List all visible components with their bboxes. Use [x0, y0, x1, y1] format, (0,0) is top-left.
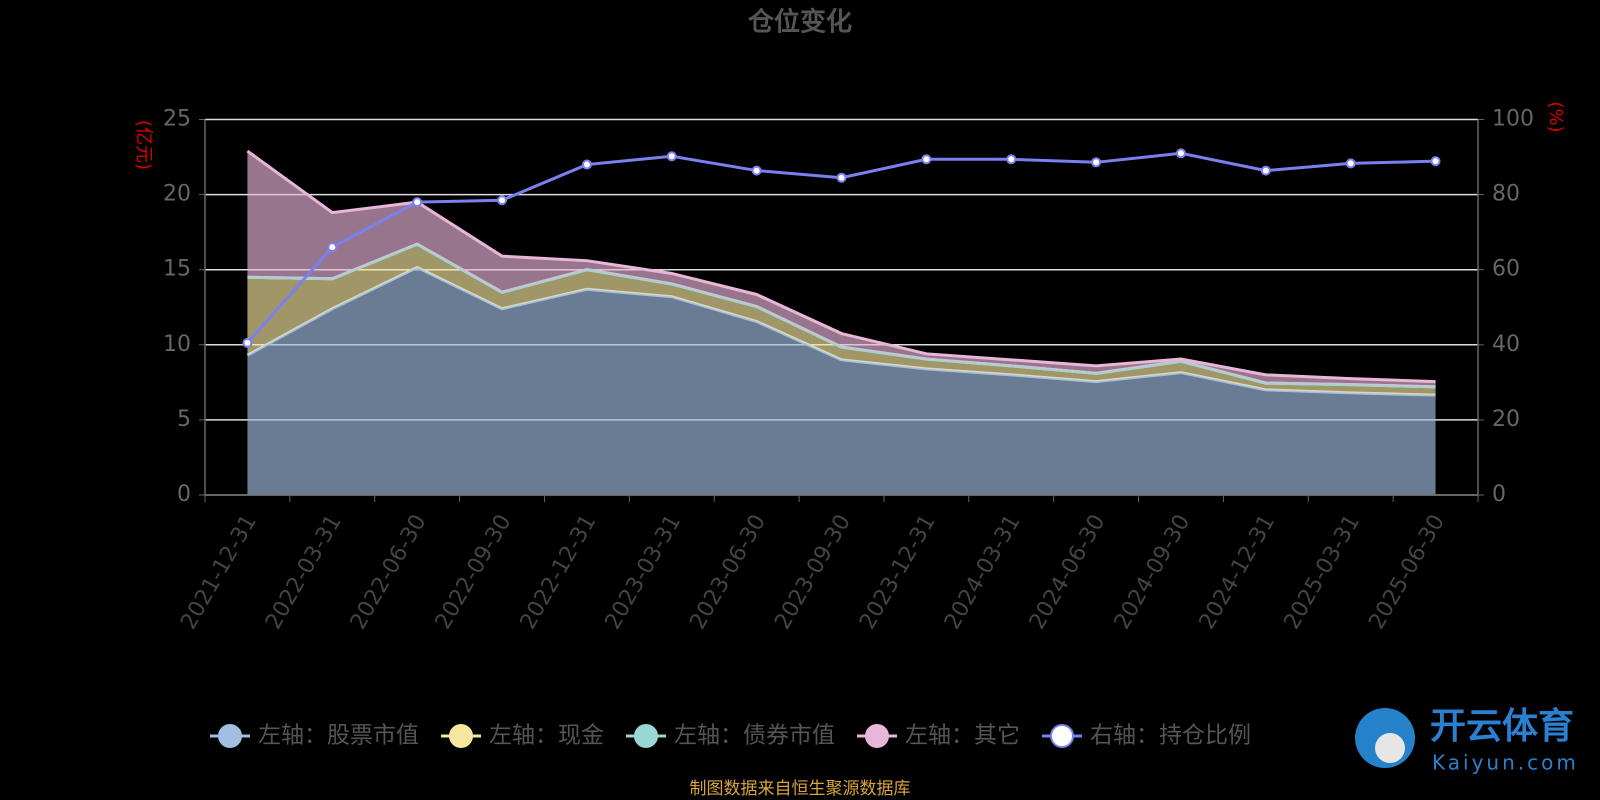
- area-line: [246, 149, 1436, 384]
- ratio-point: [836, 172, 847, 183]
- ratio-point: [1260, 165, 1271, 176]
- y-tick-label: 20: [163, 182, 191, 207]
- y2-axis-title: (%): [1545, 101, 1566, 132]
- y-tick-label: 15: [163, 257, 191, 282]
- ratio-point: [1006, 154, 1017, 165]
- watermark: 开云体育 Kaiyun.com: [1355, 706, 1579, 775]
- ratio-point: [1175, 148, 1186, 159]
- legend-label[interactable]: 左轴：债券市值: [674, 723, 835, 749]
- ratio-point: [327, 242, 338, 253]
- legend-icon: [218, 724, 242, 748]
- y-axis-title: (亿元): [133, 120, 154, 170]
- y-tick-label: 25: [163, 107, 191, 132]
- watermark-subtitle: Kaiyun.com: [1432, 751, 1579, 775]
- area-fill: [247, 151, 1436, 387]
- ratio-point: [242, 337, 253, 348]
- ratio-point: [497, 195, 508, 206]
- legend-icon: [1050, 724, 1074, 748]
- legend-label[interactable]: 左轴：其它: [905, 723, 1020, 749]
- legend-label[interactable]: 左轴：股票市值: [258, 723, 419, 749]
- ratio-point: [1091, 157, 1102, 168]
- ratio-point: [666, 151, 677, 162]
- legend-icon: [634, 724, 658, 748]
- watermark-title: 开云体育: [1430, 706, 1574, 747]
- ratio-point: [751, 165, 762, 176]
- ratio-point: [921, 154, 932, 165]
- chart-title: 仓位变化: [747, 7, 852, 38]
- ratio-point: [581, 159, 592, 170]
- y-tick-label: 5: [177, 407, 191, 432]
- legend-label[interactable]: 右轴：持仓比例: [1090, 723, 1251, 749]
- legend-icon: [449, 724, 473, 748]
- y-tick-label: 0: [177, 482, 191, 507]
- y2-tick-label: 100: [1492, 107, 1534, 132]
- ratio-point: [1345, 158, 1356, 169]
- source-note: 制图数据来自恒生聚源数据库: [690, 779, 911, 799]
- ratio-point: [412, 197, 423, 208]
- legend-icon: [865, 724, 889, 748]
- y2-tick-label: 60: [1492, 257, 1520, 282]
- y2-tick-label: 0: [1492, 482, 1506, 507]
- y-tick-label: 10: [163, 332, 191, 357]
- ratio-point: [1430, 156, 1441, 167]
- y2-tick-label: 20: [1492, 407, 1520, 432]
- watermark-logo: [1375, 733, 1405, 763]
- y2-tick-label: 40: [1492, 332, 1520, 357]
- area-fill: [247, 267, 1436, 495]
- y2-tick-label: 80: [1492, 182, 1520, 207]
- legend-label[interactable]: 左轴：现金: [489, 723, 604, 749]
